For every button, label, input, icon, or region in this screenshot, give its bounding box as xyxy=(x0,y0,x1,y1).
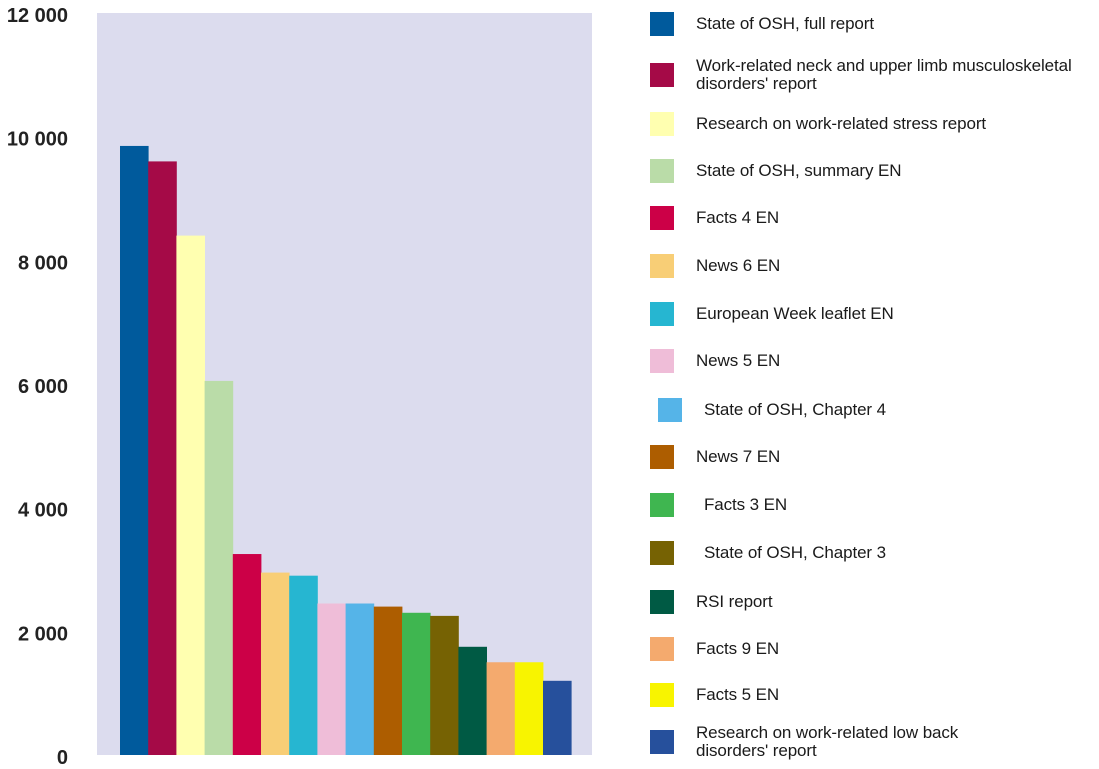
y-tick-label: 4 000 xyxy=(18,500,68,522)
legend-label: European Week leaflet EN xyxy=(696,304,894,323)
legend-label: News 7 EN xyxy=(696,447,781,466)
bars xyxy=(120,145,572,756)
bar xyxy=(317,603,346,755)
legend-item: News 7 EN xyxy=(650,439,780,475)
legend-item: State of OSH, summary EN xyxy=(650,153,902,189)
y-tick-label: 2 000 xyxy=(18,623,68,645)
legend-item: Research on work-related stress report xyxy=(650,106,986,142)
bar xyxy=(176,235,205,756)
legend-item: State of OSH, Chapter 4 xyxy=(658,392,886,428)
legend-swatch xyxy=(650,730,674,754)
bar xyxy=(486,662,516,755)
legend-label: Facts 3 EN xyxy=(704,495,788,514)
legend-label: Facts 5 EN xyxy=(696,685,780,704)
legend-item: News 6 EN xyxy=(650,248,780,284)
legend-item: Facts 5 EN xyxy=(650,677,779,713)
legend-item: Facts 3 EN xyxy=(650,487,787,523)
bar xyxy=(120,145,149,755)
legend-swatch xyxy=(650,159,674,183)
legend-swatch xyxy=(650,493,674,517)
legend-swatch xyxy=(650,683,674,707)
y-tick-label: 0 xyxy=(57,747,68,769)
legend-item: State of OSH, full report xyxy=(650,6,874,42)
legend-swatch xyxy=(650,206,674,230)
legend-label: RSI report xyxy=(696,592,773,611)
legend-swatch xyxy=(650,637,674,661)
legend-swatch xyxy=(650,254,674,278)
legend-item: Research on work-related low back disord… xyxy=(650,724,958,760)
legend-item: Work-related neck and upper limb musculo… xyxy=(650,57,1072,93)
legend-label: Facts 4 EN xyxy=(696,208,780,227)
legend-swatch xyxy=(650,590,674,614)
y-tick-label: 6 000 xyxy=(18,376,68,398)
bar xyxy=(148,161,177,755)
legend-item: Facts 4 EN xyxy=(650,200,779,236)
legend-swatch xyxy=(658,398,682,422)
legend-label: News 6 EN xyxy=(696,256,781,275)
bar xyxy=(204,380,234,755)
legend-label: News 5 EN xyxy=(696,351,781,370)
bar xyxy=(289,575,318,755)
y-axis-ticks: 0 2 000 4 000 6 000 8 000 10 000 12 000 xyxy=(7,5,68,769)
bar xyxy=(373,606,403,755)
bar xyxy=(543,680,572,755)
legend-item: European Week leaflet EN xyxy=(650,296,894,332)
legend-swatch xyxy=(650,302,674,326)
legend-swatch xyxy=(650,541,674,565)
legend-item: RSI report xyxy=(650,584,773,620)
y-tick-label: 8 000 xyxy=(18,252,68,274)
legend-swatch xyxy=(650,12,674,36)
y-tick-label: 10 000 xyxy=(7,129,68,151)
bar xyxy=(345,603,375,755)
legend-label: Facts 9 EN xyxy=(696,639,780,658)
legend-label: Research on work-related low back disord… xyxy=(696,723,959,760)
bar xyxy=(458,646,487,755)
legend-swatch xyxy=(650,112,674,136)
legend-swatch xyxy=(650,445,674,469)
bar xyxy=(261,572,290,755)
legend-label: Research on work-related stress report xyxy=(696,114,987,133)
legend-item: Facts 9 EN xyxy=(650,631,779,667)
legend-swatch xyxy=(650,349,674,373)
legend-item: News 5 EN xyxy=(650,343,780,379)
legend-label: State of OSH, summary EN xyxy=(696,161,902,180)
bar xyxy=(232,554,262,755)
legend-label: State of OSH, Chapter 3 xyxy=(704,543,886,562)
y-tick-label: 12 000 xyxy=(7,5,68,27)
legend: State of OSH, full report Work-related ne… xyxy=(650,0,1095,769)
legend-label: State of OSH, full report xyxy=(696,14,874,33)
bar xyxy=(402,612,431,755)
bar xyxy=(430,615,459,756)
legend-label: Work-related neck and upper limb musculo… xyxy=(696,56,1072,93)
legend-label: State of OSH, Chapter 4 xyxy=(704,400,886,419)
legend-item: State of OSH, Chapter 3 xyxy=(650,535,886,571)
legend-swatch xyxy=(650,63,674,87)
bar xyxy=(514,662,544,755)
